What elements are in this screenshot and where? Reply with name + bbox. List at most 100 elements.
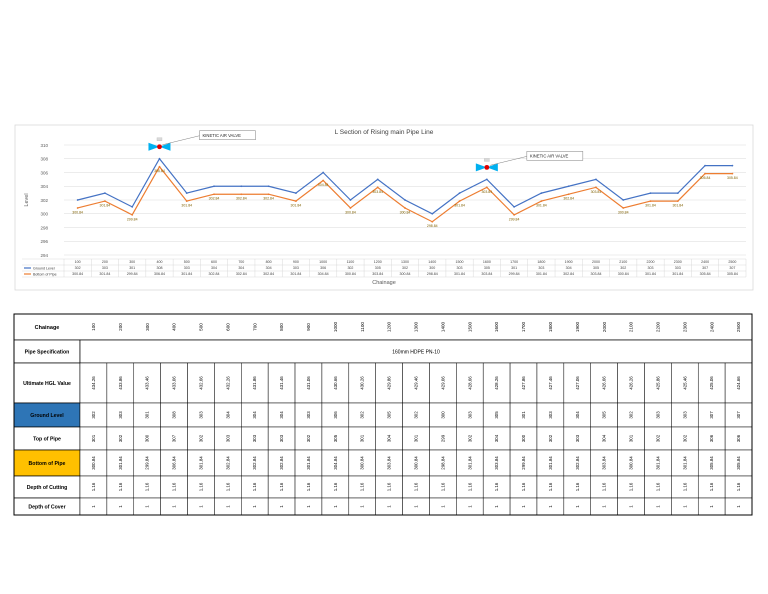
chainage-cell: 200 bbox=[118, 323, 123, 331]
cell-value: 298.84 bbox=[440, 456, 445, 470]
legend-entry: Ground Level bbox=[33, 266, 55, 270]
cell-value: 1.16 bbox=[91, 482, 96, 491]
chainage-cell: 700 bbox=[252, 323, 257, 331]
table-cell bbox=[429, 449, 457, 477]
x-axis-label: Chainage bbox=[372, 280, 396, 286]
table-cell bbox=[590, 449, 618, 477]
chainage-cell: 2100 bbox=[629, 321, 634, 332]
cell-value: 424.66 bbox=[736, 376, 741, 390]
cell-value: 303 bbox=[252, 434, 257, 442]
table-cell bbox=[106, 402, 135, 428]
cell-value: 302 bbox=[414, 411, 419, 419]
cell-value: 303.84 bbox=[387, 456, 392, 470]
data-table-value: 305 bbox=[484, 266, 490, 270]
chainage-cell: 2400 bbox=[709, 321, 714, 332]
row-label: Top of Pipe bbox=[33, 437, 61, 443]
cell-value: 303 bbox=[682, 411, 687, 419]
table-cell bbox=[294, 449, 323, 477]
data-point bbox=[158, 165, 161, 168]
table-cell bbox=[724, 449, 753, 477]
cell-value: 306 bbox=[333, 411, 338, 419]
data-table-value: 304 bbox=[238, 266, 244, 270]
cell-value: 1.16 bbox=[548, 482, 553, 491]
valve-cap bbox=[484, 158, 490, 162]
table-cell bbox=[241, 402, 269, 428]
cell-value: 432.26 bbox=[225, 376, 230, 390]
data-table-value: 301.84 bbox=[290, 272, 301, 276]
row-label: Pipe Specification bbox=[25, 350, 70, 356]
cell-value: 1 bbox=[548, 505, 553, 508]
level-line-chart: L Section of Rising main Pipe Line 29429… bbox=[14, 124, 754, 291]
x-tick-label: 1700 bbox=[510, 260, 518, 264]
table-cell bbox=[79, 362, 108, 404]
x-tick-label: 2300 bbox=[674, 260, 682, 264]
data-point bbox=[704, 164, 706, 167]
cell-value: 301.84 bbox=[467, 456, 472, 470]
data-point bbox=[240, 185, 243, 188]
x-tick-label: 2000 bbox=[592, 260, 600, 264]
callout-box bbox=[526, 151, 584, 161]
y-tick-label: 294 bbox=[40, 253, 48, 258]
data-point bbox=[485, 186, 488, 189]
data-point bbox=[404, 199, 406, 201]
data-point bbox=[676, 200, 679, 203]
cell-value: 425.46 bbox=[682, 376, 687, 390]
cell-value: 305.84 bbox=[736, 456, 741, 470]
cell-value: 1 bbox=[602, 505, 607, 508]
cell-value: 302 bbox=[91, 411, 96, 419]
cell-value: 304 bbox=[387, 434, 392, 442]
data-label: 300.84 bbox=[345, 210, 356, 214]
header-row bbox=[13, 313, 753, 341]
cell-value: 301 bbox=[360, 434, 365, 442]
cell-value: 1 bbox=[252, 505, 257, 508]
cell-value: 1.16 bbox=[360, 482, 365, 491]
data-label: 301.84 bbox=[181, 204, 192, 208]
table-cell bbox=[348, 449, 376, 477]
data-table-value: 304 bbox=[566, 266, 572, 270]
data-table-value: 307 bbox=[729, 266, 735, 270]
data-point bbox=[349, 199, 352, 201]
cell-value: 1 bbox=[521, 505, 526, 508]
cell-value: 303.84 bbox=[494, 456, 499, 470]
data-table-value: 307 bbox=[702, 266, 708, 270]
data-point bbox=[267, 185, 270, 188]
data-table-value: 300 bbox=[429, 266, 435, 270]
x-tick-label: 2200 bbox=[647, 260, 655, 264]
chainage-cell: 2500 bbox=[736, 321, 741, 332]
chainage-cell: 900 bbox=[306, 323, 311, 331]
cell-value: 1 bbox=[333, 505, 338, 508]
cell-value: 304 bbox=[279, 411, 284, 419]
cell-value: 1 bbox=[709, 505, 714, 508]
chainage-cell: 800 bbox=[279, 323, 284, 331]
data-table-value: 299.84 bbox=[509, 272, 520, 276]
air-valve-annotations: KINETIC AIR VALVE KINETIC AIR VALVE bbox=[148, 130, 584, 172]
cell-value: 1.16 bbox=[333, 482, 338, 491]
x-tick-label: 600 bbox=[211, 260, 217, 264]
data-point bbox=[76, 199, 79, 201]
data-point bbox=[76, 207, 79, 209]
table-cell bbox=[402, 449, 430, 477]
data-point bbox=[622, 199, 625, 201]
cell-value: 301 bbox=[414, 434, 419, 442]
cell-value: 302 bbox=[467, 434, 472, 442]
cell-value: 306 bbox=[709, 434, 714, 442]
x-tick-label: 1000 bbox=[319, 260, 327, 264]
data-table-value: 305.84 bbox=[727, 272, 738, 276]
cell-value: 1 bbox=[629, 505, 634, 508]
cell-value: 307 bbox=[172, 434, 177, 442]
data-table-value: 304.84 bbox=[318, 272, 329, 276]
data-point bbox=[294, 192, 297, 195]
cell-value: 303 bbox=[575, 434, 580, 442]
table-cell bbox=[671, 362, 699, 404]
data-point bbox=[485, 178, 488, 181]
data-label: 301.84 bbox=[672, 204, 683, 208]
cell-value: 303 bbox=[306, 411, 311, 419]
valve-wing bbox=[148, 142, 160, 151]
row-label-cell bbox=[13, 449, 81, 477]
cell-value: 1 bbox=[494, 505, 499, 508]
chainage-cell: 500 bbox=[199, 323, 204, 331]
data-point bbox=[131, 205, 134, 208]
data-table-value: 303 bbox=[648, 266, 654, 270]
table-cell bbox=[187, 449, 215, 477]
